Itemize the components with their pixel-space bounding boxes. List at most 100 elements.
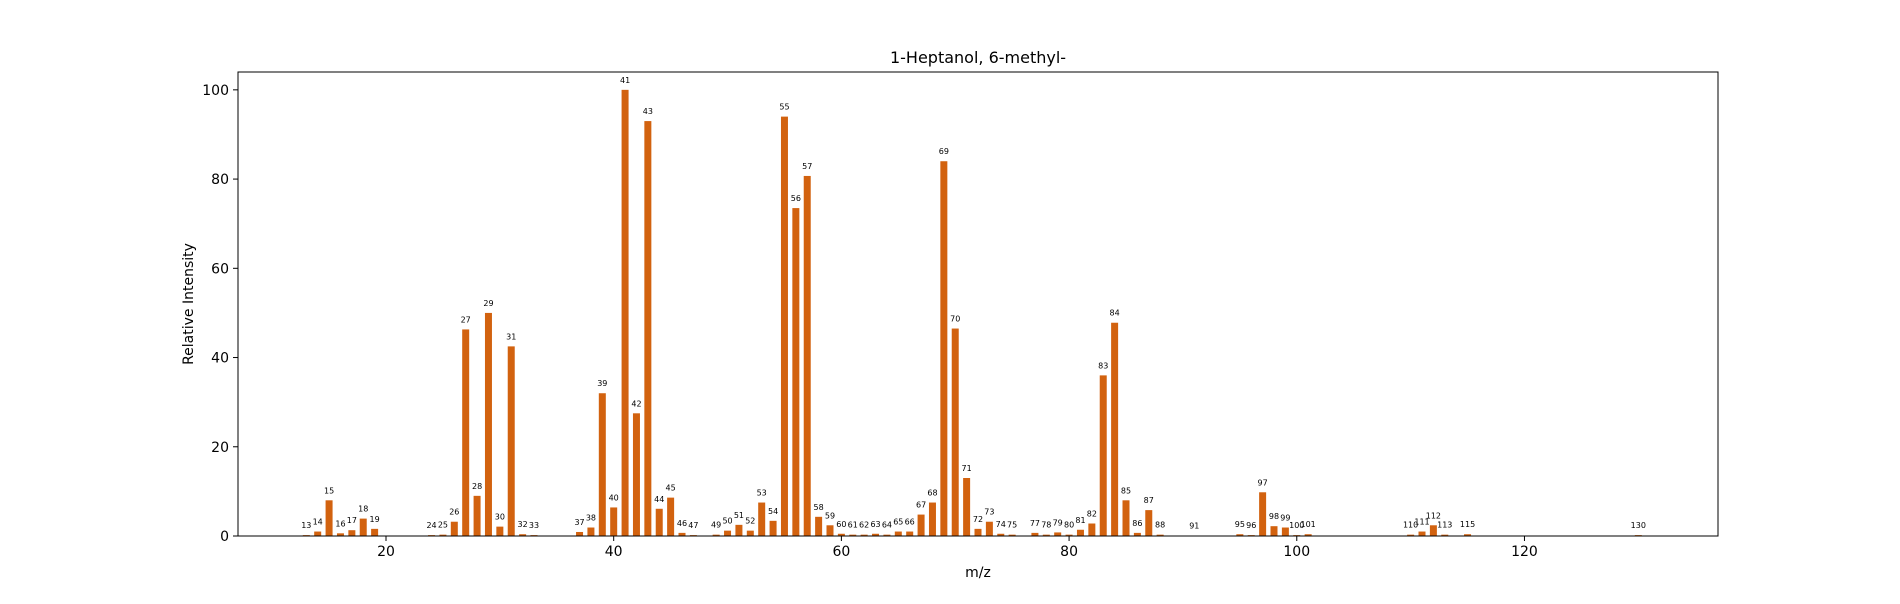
bar-mz-45 bbox=[667, 498, 674, 536]
data-label-mz-87: 87 bbox=[1144, 496, 1154, 505]
data-label-mz-86: 86 bbox=[1132, 519, 1142, 528]
data-label-mz-44: 44 bbox=[654, 495, 664, 504]
bar-mz-68 bbox=[929, 503, 936, 536]
bar-mz-66 bbox=[906, 532, 913, 536]
bar-mz-82 bbox=[1088, 524, 1095, 536]
bar-mz-98 bbox=[1271, 526, 1278, 536]
data-label-mz-115: 115 bbox=[1460, 520, 1475, 529]
data-label-mz-15: 15 bbox=[324, 486, 334, 495]
data-label-mz-75: 75 bbox=[1007, 521, 1017, 530]
data-label-mz-78: 78 bbox=[1041, 521, 1051, 530]
bar-mz-50 bbox=[724, 531, 731, 536]
bar-mz-73 bbox=[986, 522, 993, 536]
data-label-mz-17: 17 bbox=[347, 516, 357, 525]
bar-mz-53 bbox=[758, 503, 765, 536]
data-label-mz-64: 64 bbox=[882, 521, 892, 530]
data-label-mz-38: 38 bbox=[586, 514, 596, 523]
data-label-mz-91: 91 bbox=[1189, 522, 1199, 531]
data-label-mz-13: 13 bbox=[301, 521, 311, 530]
data-label-mz-43: 43 bbox=[643, 107, 653, 116]
data-label-mz-52: 52 bbox=[745, 517, 755, 526]
data-label-mz-26: 26 bbox=[449, 508, 459, 517]
data-label-mz-51: 51 bbox=[734, 511, 744, 520]
bar-mz-83 bbox=[1100, 375, 1107, 536]
bar-mz-26 bbox=[451, 522, 458, 536]
data-label-mz-97: 97 bbox=[1258, 478, 1268, 487]
bar-mz-111 bbox=[1419, 532, 1426, 536]
data-label-mz-85: 85 bbox=[1121, 486, 1131, 495]
data-label-mz-67: 67 bbox=[916, 501, 926, 510]
bar-mz-14 bbox=[314, 532, 321, 536]
bar-mz-41 bbox=[622, 90, 629, 536]
x-axis-label: m/z bbox=[965, 565, 991, 581]
data-label-mz-46: 46 bbox=[677, 519, 687, 528]
data-label-mz-37: 37 bbox=[574, 518, 584, 527]
x-tick-label-100: 100 bbox=[1283, 544, 1310, 560]
bar-mz-58 bbox=[815, 517, 822, 536]
data-label-mz-72: 72 bbox=[973, 515, 983, 524]
bar-mz-65 bbox=[895, 532, 902, 536]
data-label-mz-27: 27 bbox=[461, 315, 471, 324]
bar-mz-28 bbox=[474, 496, 481, 536]
bar-mz-44 bbox=[656, 509, 663, 536]
data-label-mz-62: 62 bbox=[859, 521, 869, 530]
bar-mz-18 bbox=[360, 519, 367, 536]
data-label-mz-45: 45 bbox=[666, 484, 676, 493]
bar-mz-52 bbox=[747, 531, 754, 536]
bar-mz-15 bbox=[326, 500, 333, 536]
data-label-mz-68: 68 bbox=[927, 489, 937, 498]
bar-mz-70 bbox=[952, 329, 959, 536]
bar-mz-85 bbox=[1123, 500, 1130, 536]
data-label-mz-49: 49 bbox=[711, 521, 721, 530]
bar-mz-39 bbox=[599, 393, 606, 536]
data-label-mz-69: 69 bbox=[939, 147, 949, 156]
data-label-mz-66: 66 bbox=[905, 518, 915, 527]
y-axis-label: Relative Intensity bbox=[181, 243, 197, 365]
bar-mz-43 bbox=[644, 121, 651, 536]
bar-mz-29 bbox=[485, 313, 492, 536]
data-label-mz-29: 29 bbox=[483, 299, 493, 308]
data-label-mz-77: 77 bbox=[1030, 519, 1040, 528]
bar-mz-59 bbox=[827, 525, 834, 536]
y-tick-label-100: 100 bbox=[202, 83, 229, 99]
data-label-mz-18: 18 bbox=[358, 505, 368, 514]
data-label-mz-113: 113 bbox=[1437, 521, 1452, 530]
y-tick-label-20: 20 bbox=[211, 440, 229, 456]
x-tick-label-40: 40 bbox=[605, 544, 623, 560]
data-label-mz-130: 130 bbox=[1631, 521, 1646, 530]
bar-mz-81 bbox=[1077, 530, 1084, 536]
data-label-mz-74: 74 bbox=[996, 520, 1006, 529]
plot-frame bbox=[238, 72, 1718, 536]
data-label-mz-31: 31 bbox=[506, 332, 516, 341]
chart-title: 1-Heptanol, 6-methyl- bbox=[890, 48, 1066, 67]
bar-mz-72 bbox=[975, 529, 982, 536]
x-tick-label-120: 120 bbox=[1511, 544, 1538, 560]
bar-mz-27 bbox=[462, 329, 469, 536]
x-tick-label-20: 20 bbox=[377, 544, 395, 560]
data-label-mz-81: 81 bbox=[1075, 516, 1085, 525]
data-label-mz-57: 57 bbox=[802, 162, 812, 171]
bar-mz-42 bbox=[633, 413, 640, 536]
bar-mz-17 bbox=[348, 530, 355, 536]
data-label-mz-101: 101 bbox=[1301, 520, 1316, 529]
bar-mz-99 bbox=[1282, 528, 1289, 536]
data-label-mz-96: 96 bbox=[1246, 521, 1256, 530]
bar-mz-51 bbox=[735, 525, 742, 536]
data-label-mz-54: 54 bbox=[768, 507, 778, 516]
data-label-mz-98: 98 bbox=[1269, 512, 1279, 521]
data-label-mz-58: 58 bbox=[814, 503, 824, 512]
data-label-mz-63: 63 bbox=[870, 520, 880, 529]
bar-mz-37 bbox=[576, 532, 583, 536]
x-tick-label-60: 60 bbox=[832, 544, 850, 560]
bar-mz-54 bbox=[770, 521, 777, 536]
bar-mz-112 bbox=[1430, 525, 1437, 536]
y-tick-label-60: 60 bbox=[211, 261, 229, 277]
bar-mz-84 bbox=[1111, 323, 1118, 536]
data-label-mz-84: 84 bbox=[1110, 309, 1120, 318]
bar-mz-30 bbox=[496, 527, 503, 536]
data-label-mz-61: 61 bbox=[848, 521, 858, 530]
data-label-mz-82: 82 bbox=[1087, 510, 1097, 519]
bar-mz-97 bbox=[1259, 492, 1266, 536]
